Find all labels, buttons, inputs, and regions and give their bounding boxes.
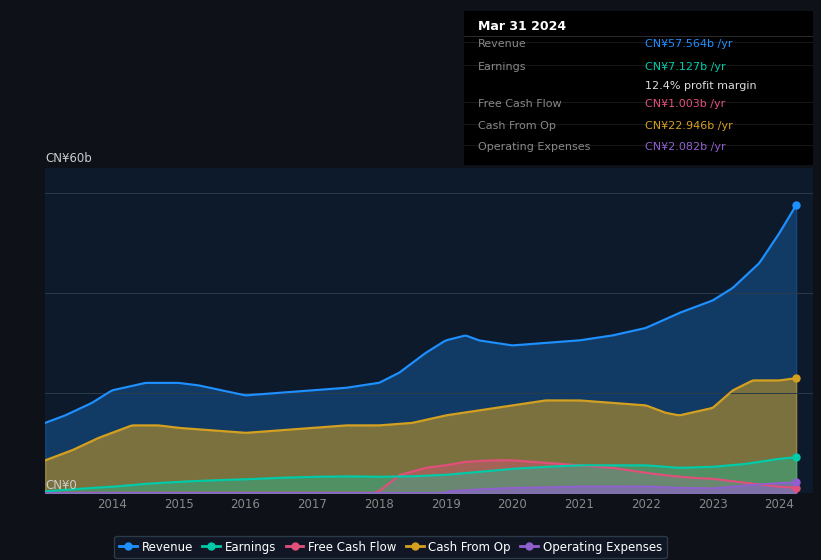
Text: CN¥1.003b /yr: CN¥1.003b /yr — [645, 99, 726, 109]
Text: CN¥7.127b /yr: CN¥7.127b /yr — [645, 62, 726, 72]
Text: Cash From Op: Cash From Op — [478, 120, 556, 130]
Point — [790, 478, 803, 487]
Text: Operating Expenses: Operating Expenses — [478, 142, 590, 152]
Text: CN¥0: CN¥0 — [45, 479, 77, 492]
Text: CN¥22.946b /yr: CN¥22.946b /yr — [645, 120, 733, 130]
Point — [790, 452, 803, 461]
Text: CN¥57.564b /yr: CN¥57.564b /yr — [645, 39, 733, 49]
Text: 12.4% profit margin: 12.4% profit margin — [645, 81, 757, 91]
Point — [790, 200, 803, 209]
Text: CN¥2.082b /yr: CN¥2.082b /yr — [645, 142, 726, 152]
Text: Free Cash Flow: Free Cash Flow — [478, 99, 562, 109]
Text: Revenue: Revenue — [478, 39, 526, 49]
Point — [790, 374, 803, 382]
Text: Mar 31 2024: Mar 31 2024 — [478, 21, 566, 34]
Legend: Revenue, Earnings, Free Cash Flow, Cash From Op, Operating Expenses: Revenue, Earnings, Free Cash Flow, Cash … — [114, 536, 667, 558]
Point — [790, 483, 803, 492]
Text: Earnings: Earnings — [478, 62, 526, 72]
Text: CN¥60b: CN¥60b — [45, 152, 92, 165]
